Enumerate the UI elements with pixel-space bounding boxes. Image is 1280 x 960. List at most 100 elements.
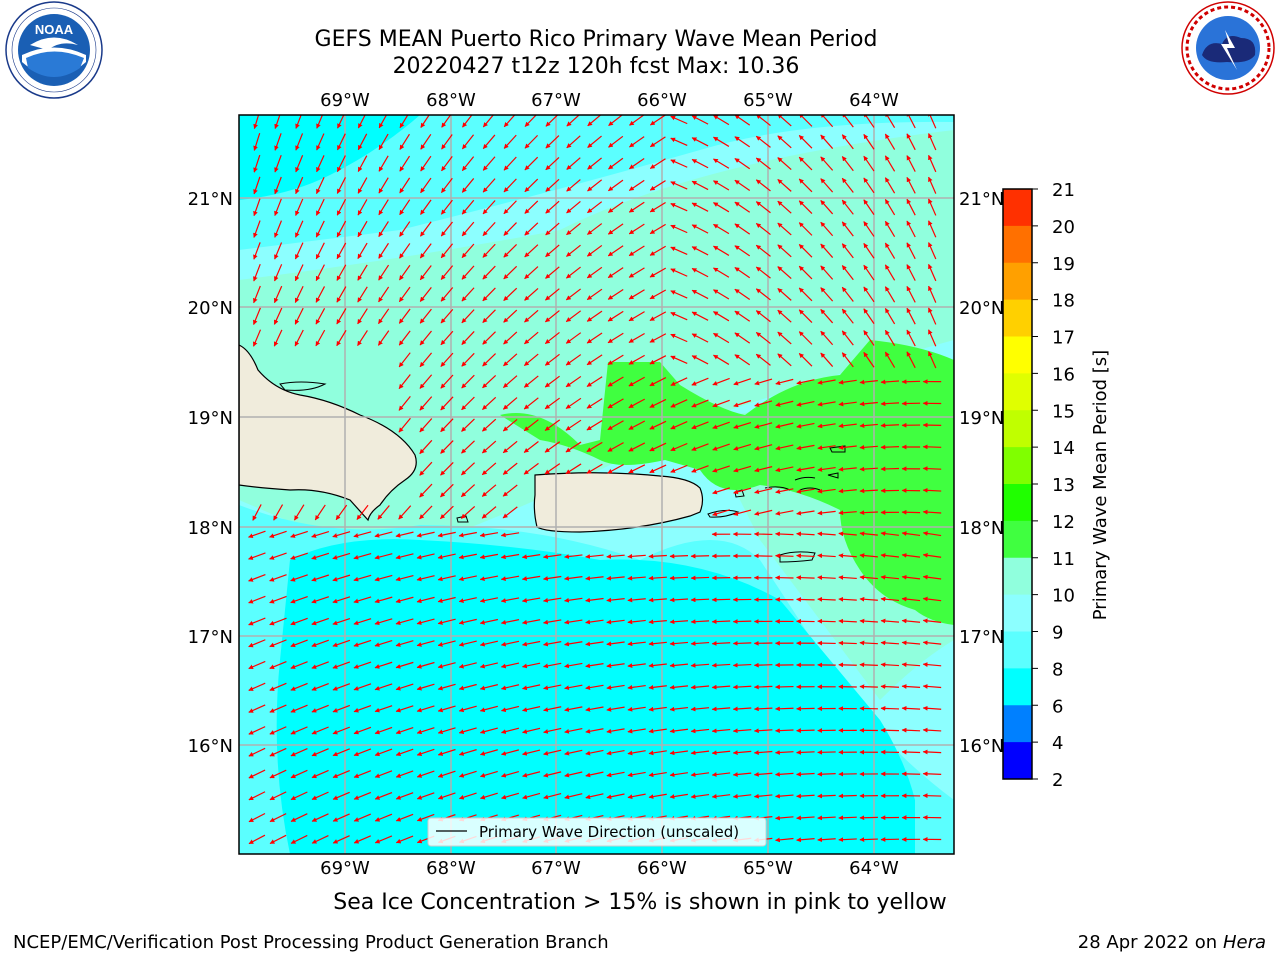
wave-arrow — [458, 531, 477, 538]
wave-arrow — [690, 662, 710, 668]
wave-arrow — [399, 243, 411, 259]
wave-arrow — [357, 177, 368, 194]
wave-arrow — [458, 705, 477, 713]
wave-arrow — [901, 596, 921, 602]
wave-arrow — [332, 552, 351, 560]
wave-arrow — [733, 378, 752, 386]
wave-arrow — [732, 684, 752, 690]
wave-arrow — [248, 726, 266, 735]
wave-arrow — [440, 221, 453, 237]
wave-arrow — [817, 510, 836, 516]
wave-arrow — [564, 793, 583, 800]
wave-arrow — [606, 684, 625, 690]
wave-period-field-10 — [239, 130, 954, 560]
wave-arrow — [713, 115, 730, 126]
wave-arrow — [841, 134, 854, 150]
wave-arrow — [838, 401, 857, 407]
wave-arrow — [841, 177, 854, 193]
wave-arrow — [440, 440, 454, 454]
svg-text:NOAA: NOAA — [35, 22, 74, 37]
wave-arrow — [880, 706, 900, 711]
wave-arrow — [627, 553, 646, 559]
wave-arrow — [248, 747, 266, 757]
wave-arrow — [733, 509, 752, 516]
wave-arrow — [565, 419, 582, 431]
wave-arrow — [353, 683, 372, 691]
wave-arrow — [440, 374, 454, 389]
wave-arrow — [901, 379, 921, 385]
wave-arrow — [587, 201, 603, 214]
wave-arrow — [690, 619, 710, 625]
wave-arrow — [669, 728, 689, 734]
colorbar-segment — [1003, 557, 1032, 596]
wave-arrow — [565, 288, 582, 301]
wave-arrow — [690, 684, 710, 690]
map-legend: Primary Wave Direction (unscaled) — [427, 817, 767, 847]
wave-arrow — [461, 418, 475, 432]
wave-arrow — [648, 575, 667, 581]
wave-arrow — [524, 178, 539, 193]
wave-arrow — [416, 770, 435, 778]
wave-arrow — [711, 597, 731, 603]
wave-arrow — [479, 575, 499, 582]
wave-arrow — [440, 483, 454, 498]
wave-direction-arrows — [248, 115, 942, 845]
wave-arrow — [419, 505, 433, 520]
wave-arrow — [566, 115, 580, 127]
wave-arrow — [859, 553, 878, 558]
wave-arrow — [416, 792, 435, 800]
wave-arrow — [311, 683, 329, 691]
sea-ice-note: Sea Ice Concentration > 15% is shown in … — [333, 890, 947, 915]
wave-arrow — [863, 155, 875, 172]
wave-arrow — [273, 329, 283, 347]
wave-arrow — [838, 510, 857, 516]
wave-arrow — [274, 220, 283, 238]
wave-arrow — [314, 504, 326, 521]
wave-arrow — [311, 552, 330, 560]
wave-arrow — [585, 684, 604, 690]
wave-arrow — [248, 617, 266, 626]
wave-arrow — [461, 221, 475, 237]
wave-arrow — [884, 220, 896, 238]
wave-arrow — [754, 400, 773, 407]
wave-arrow — [628, 267, 645, 278]
wave-arrow — [395, 640, 414, 647]
wave-arrow — [733, 400, 752, 408]
wave-arrow — [775, 488, 794, 494]
wave-arrow — [627, 771, 646, 778]
wave-arrow — [419, 396, 433, 411]
wave-arrow — [481, 440, 497, 454]
wave-arrow — [253, 285, 261, 304]
wave-arrow — [419, 286, 432, 302]
wave-arrow — [315, 307, 326, 325]
wave-arrow — [775, 531, 794, 537]
wave-arrow — [628, 376, 645, 387]
wave-arrow — [290, 574, 308, 582]
wave-arrow — [332, 639, 351, 647]
wave-arrow — [796, 815, 815, 821]
wave-arrow — [252, 329, 262, 347]
wave-arrow — [253, 115, 260, 130]
wave-arrow — [627, 663, 646, 668]
wave-arrow — [732, 793, 752, 799]
wave-arrow — [838, 553, 857, 559]
wave-arrow — [798, 265, 813, 280]
wave-arrow — [524, 266, 539, 280]
wave-arrow — [922, 640, 942, 646]
wave-arrow — [353, 618, 372, 626]
wave-arrow — [607, 463, 624, 474]
wave-arrow — [585, 575, 604, 581]
wave-arrow — [670, 399, 688, 408]
wave-arrow — [316, 133, 325, 151]
wave-arrow — [437, 683, 456, 691]
wave-arrow — [564, 706, 583, 712]
wave-arrow — [884, 242, 896, 259]
wave-arrow — [863, 308, 875, 324]
wave-arrow — [269, 661, 287, 669]
wave-arrow — [607, 376, 624, 387]
wave-arrow — [437, 727, 456, 735]
wave-arrow — [565, 463, 582, 475]
wave-arrow — [545, 244, 560, 258]
wave-arrow — [711, 728, 731, 734]
wave-arrow — [294, 329, 304, 347]
